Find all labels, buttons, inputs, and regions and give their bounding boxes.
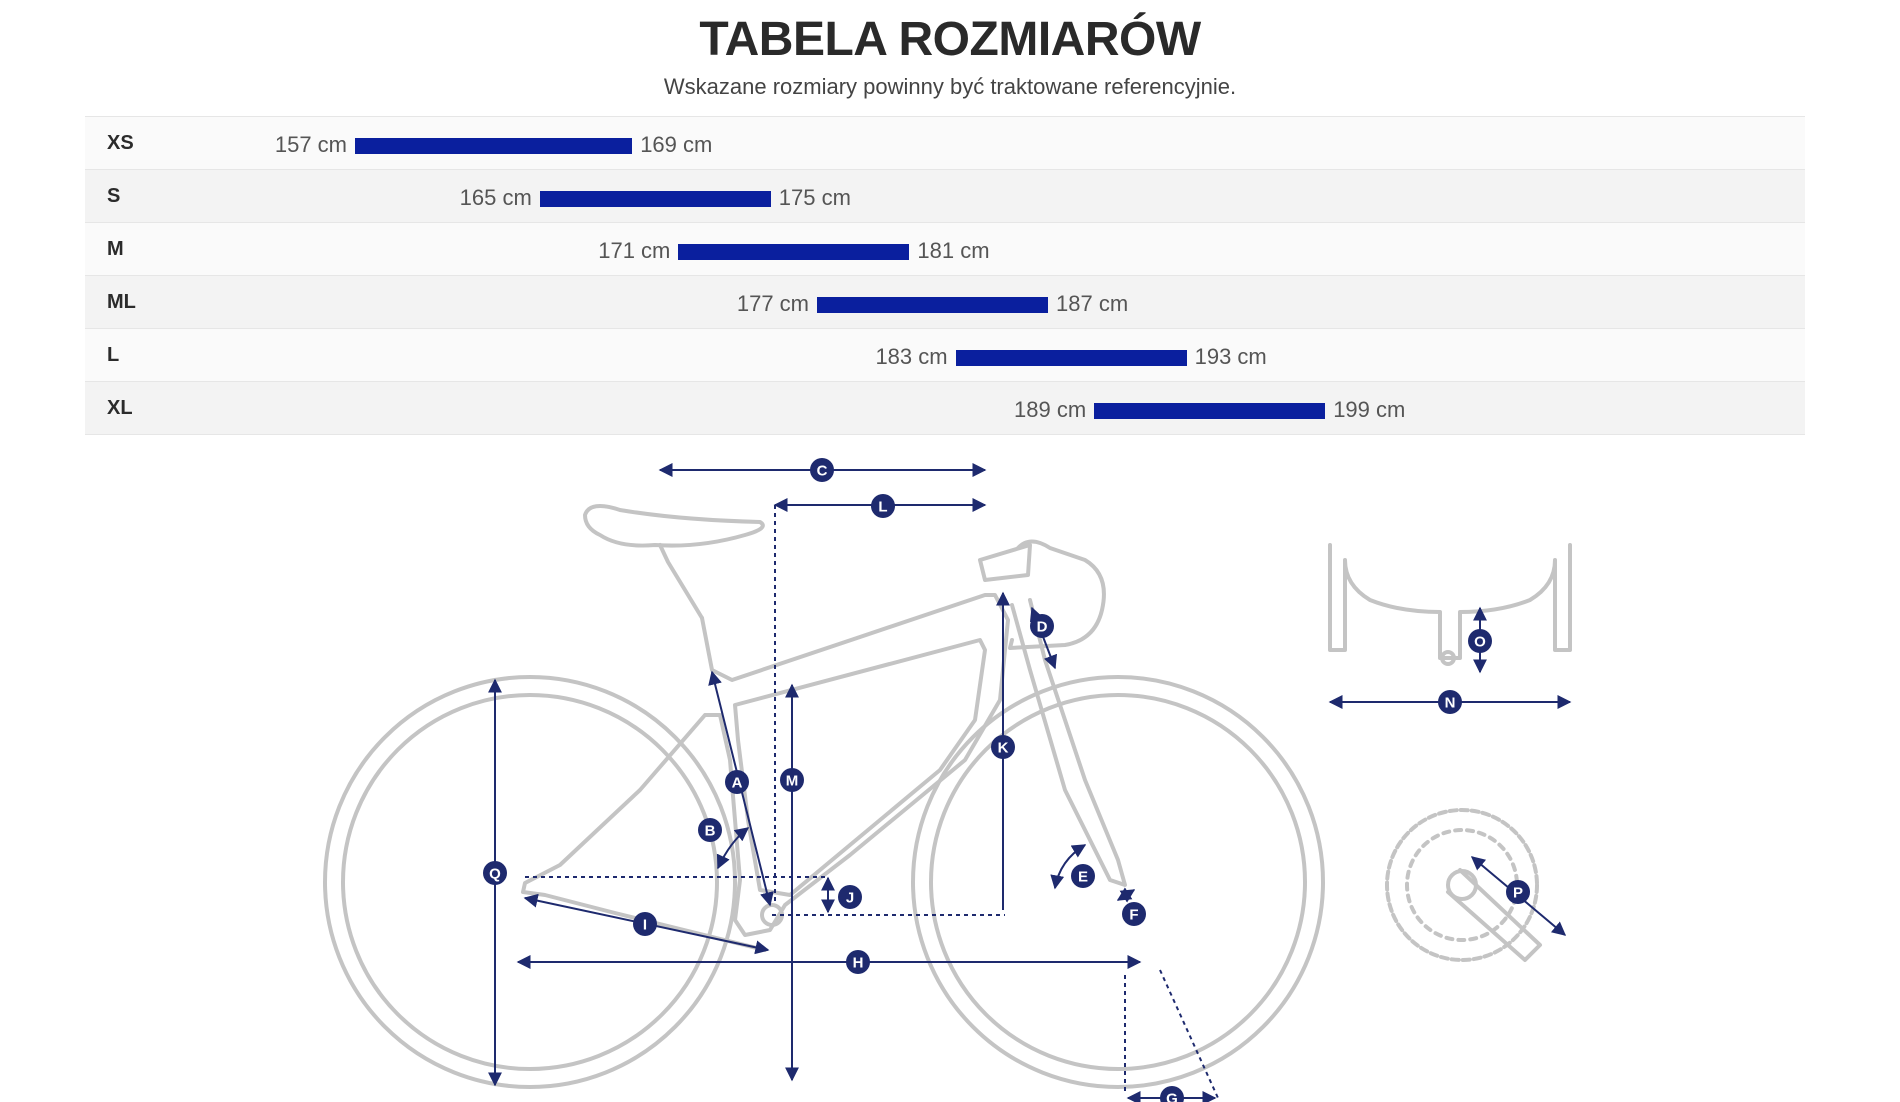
range-bar <box>355 138 633 154</box>
svg-text:C: C <box>817 463 828 480</box>
size-label: XL <box>107 397 133 419</box>
range-min: 171 cm <box>598 238 671 263</box>
range-max: 187 cm <box>1056 291 1129 316</box>
front-wheel-outer <box>911 675 1325 1089</box>
svg-text:Q: Q <box>489 866 501 883</box>
handlebar-drop <box>1008 539 1106 650</box>
page-subtitle: Wskazane rozmiary powinny być traktowane… <box>663 74 1237 99</box>
marker-o: O <box>1468 629 1492 653</box>
range-bar <box>539 191 771 207</box>
size-label: M <box>107 238 124 260</box>
svg-text:N: N <box>1445 695 1456 712</box>
size-label: ML <box>107 291 136 313</box>
range-max: 175 cm <box>778 185 851 210</box>
size-row-xs: XS 157 cm 169 cm <box>85 117 1805 170</box>
marker-i: I <box>633 912 657 936</box>
svg-text:M: M <box>786 773 799 790</box>
dim-arc-b <box>716 827 750 870</box>
stem-bolt <box>1440 650 1456 666</box>
marker-f: F <box>1122 902 1146 926</box>
svg-text:H: H <box>853 955 864 972</box>
size-label: L <box>107 344 120 366</box>
svg-text:J: J <box>846 890 854 907</box>
marker-m: M <box>780 768 804 792</box>
marker-p: P <box>1506 880 1530 904</box>
range-min: 177 cm <box>736 291 809 316</box>
bike-geometry-diagram: C L D O N K A M B Q E J P F I H G <box>323 458 1572 1102</box>
front-wheel-inner <box>929 693 1307 1071</box>
fork <box>1010 598 1127 887</box>
marker-g: G <box>1160 1086 1184 1102</box>
svg-text:F: F <box>1129 907 1138 924</box>
svg-text:K: K <box>998 740 1009 757</box>
saddle <box>583 504 765 548</box>
range-max: 181 cm <box>917 238 990 263</box>
marker-n: N <box>1438 690 1462 714</box>
svg-text:A: A <box>732 775 743 792</box>
marker-e: E <box>1071 864 1095 888</box>
size-row-m: M 171 cm 181 cm <box>85 223 1805 276</box>
marker-a: A <box>725 770 749 794</box>
marker-h: H <box>846 950 870 974</box>
size-row-xl: XL 189 cm 199 cm <box>85 382 1805 435</box>
svg-text:P: P <box>1513 885 1523 902</box>
dim-line-f <box>1116 887 1136 903</box>
marker-c: C <box>810 458 834 482</box>
size-label: XS <box>107 132 134 154</box>
seat-post <box>658 543 704 620</box>
size-row-ml: ML 177 cm 187 cm <box>85 276 1805 329</box>
dim-arc-e <box>1050 844 1087 890</box>
size-label: S <box>107 185 121 207</box>
svg-text:D: D <box>1037 619 1048 636</box>
marker-b: B <box>698 818 722 842</box>
range-bar <box>817 297 1048 313</box>
marker-l: L <box>871 494 895 518</box>
svg-text:G: G <box>1166 1091 1178 1102</box>
range-bar <box>1094 403 1326 419</box>
svg-text:O: O <box>1474 634 1486 651</box>
dimension-lines <box>488 463 1572 1102</box>
size-row-s: S 165 cm 175 cm <box>85 170 1805 223</box>
marker-k: K <box>991 735 1015 759</box>
marker-j: J <box>838 885 862 909</box>
size-row-l: L 183 cm 193 cm <box>85 329 1805 382</box>
range-min: 183 cm <box>875 344 948 369</box>
svg-text:L: L <box>878 499 887 516</box>
svg-text:E: E <box>1078 869 1088 886</box>
range-min: 189 cm <box>1014 397 1087 422</box>
page-title: TABELA ROZMIARÓW <box>699 13 1201 66</box>
reference-lines <box>525 505 1219 1099</box>
dimension-markers: C L D O N K A M B Q E J P F I H G <box>483 458 1530 1102</box>
size-table: XS 157 cm 169 cm S 165 cm 175 cm M 171 c… <box>85 116 1805 435</box>
range-bar <box>678 244 910 260</box>
range-max: 199 cm <box>1333 397 1406 422</box>
stem <box>978 543 1032 582</box>
chainring-inner <box>1405 828 1519 942</box>
marker-d: D <box>1030 614 1054 638</box>
range-min: 165 cm <box>459 185 532 210</box>
range-max: 169 cm <box>640 132 713 157</box>
svg-text:I: I <box>643 917 647 934</box>
range-min: 157 cm <box>274 132 347 157</box>
svg-text:B: B <box>705 823 716 840</box>
marker-q: Q <box>483 861 507 885</box>
range-max: 193 cm <box>1194 344 1267 369</box>
range-bar <box>955 350 1187 366</box>
handlebar-top-view <box>1328 543 1572 660</box>
bike-outline <box>323 504 1572 1089</box>
